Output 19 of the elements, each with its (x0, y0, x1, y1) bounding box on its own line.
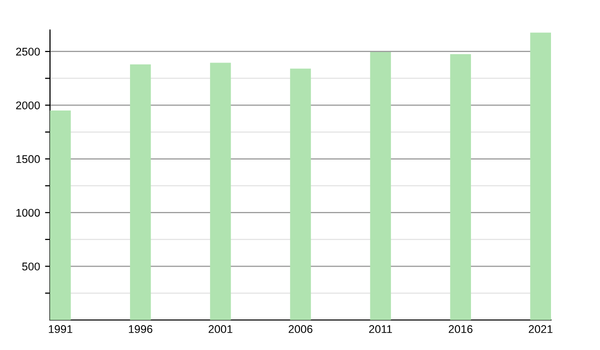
bar (290, 68, 311, 320)
x-tick-label: 2006 (288, 325, 312, 334)
y-tick-label: 1500 (16, 155, 40, 164)
bar (50, 110, 71, 320)
x-tick-label: 1991 (48, 325, 72, 334)
y-tick-label: 500 (22, 262, 40, 270)
bar (450, 54, 471, 320)
x-tick-label: 2021 (528, 325, 552, 334)
y-tick-label: 2500 (16, 48, 40, 56)
bar (210, 62, 231, 320)
y-tick-label: 2000 (16, 101, 40, 110)
x-tick-label: 2016 (448, 325, 472, 334)
bar (130, 64, 151, 320)
bar (530, 32, 551, 320)
x-tick-label: 2011 (369, 325, 392, 334)
x-tick-label: 2001 (208, 325, 232, 334)
x-tick-label: 1996 (128, 325, 152, 334)
y-tick-label: 1000 (16, 208, 40, 217)
bar (370, 52, 391, 320)
